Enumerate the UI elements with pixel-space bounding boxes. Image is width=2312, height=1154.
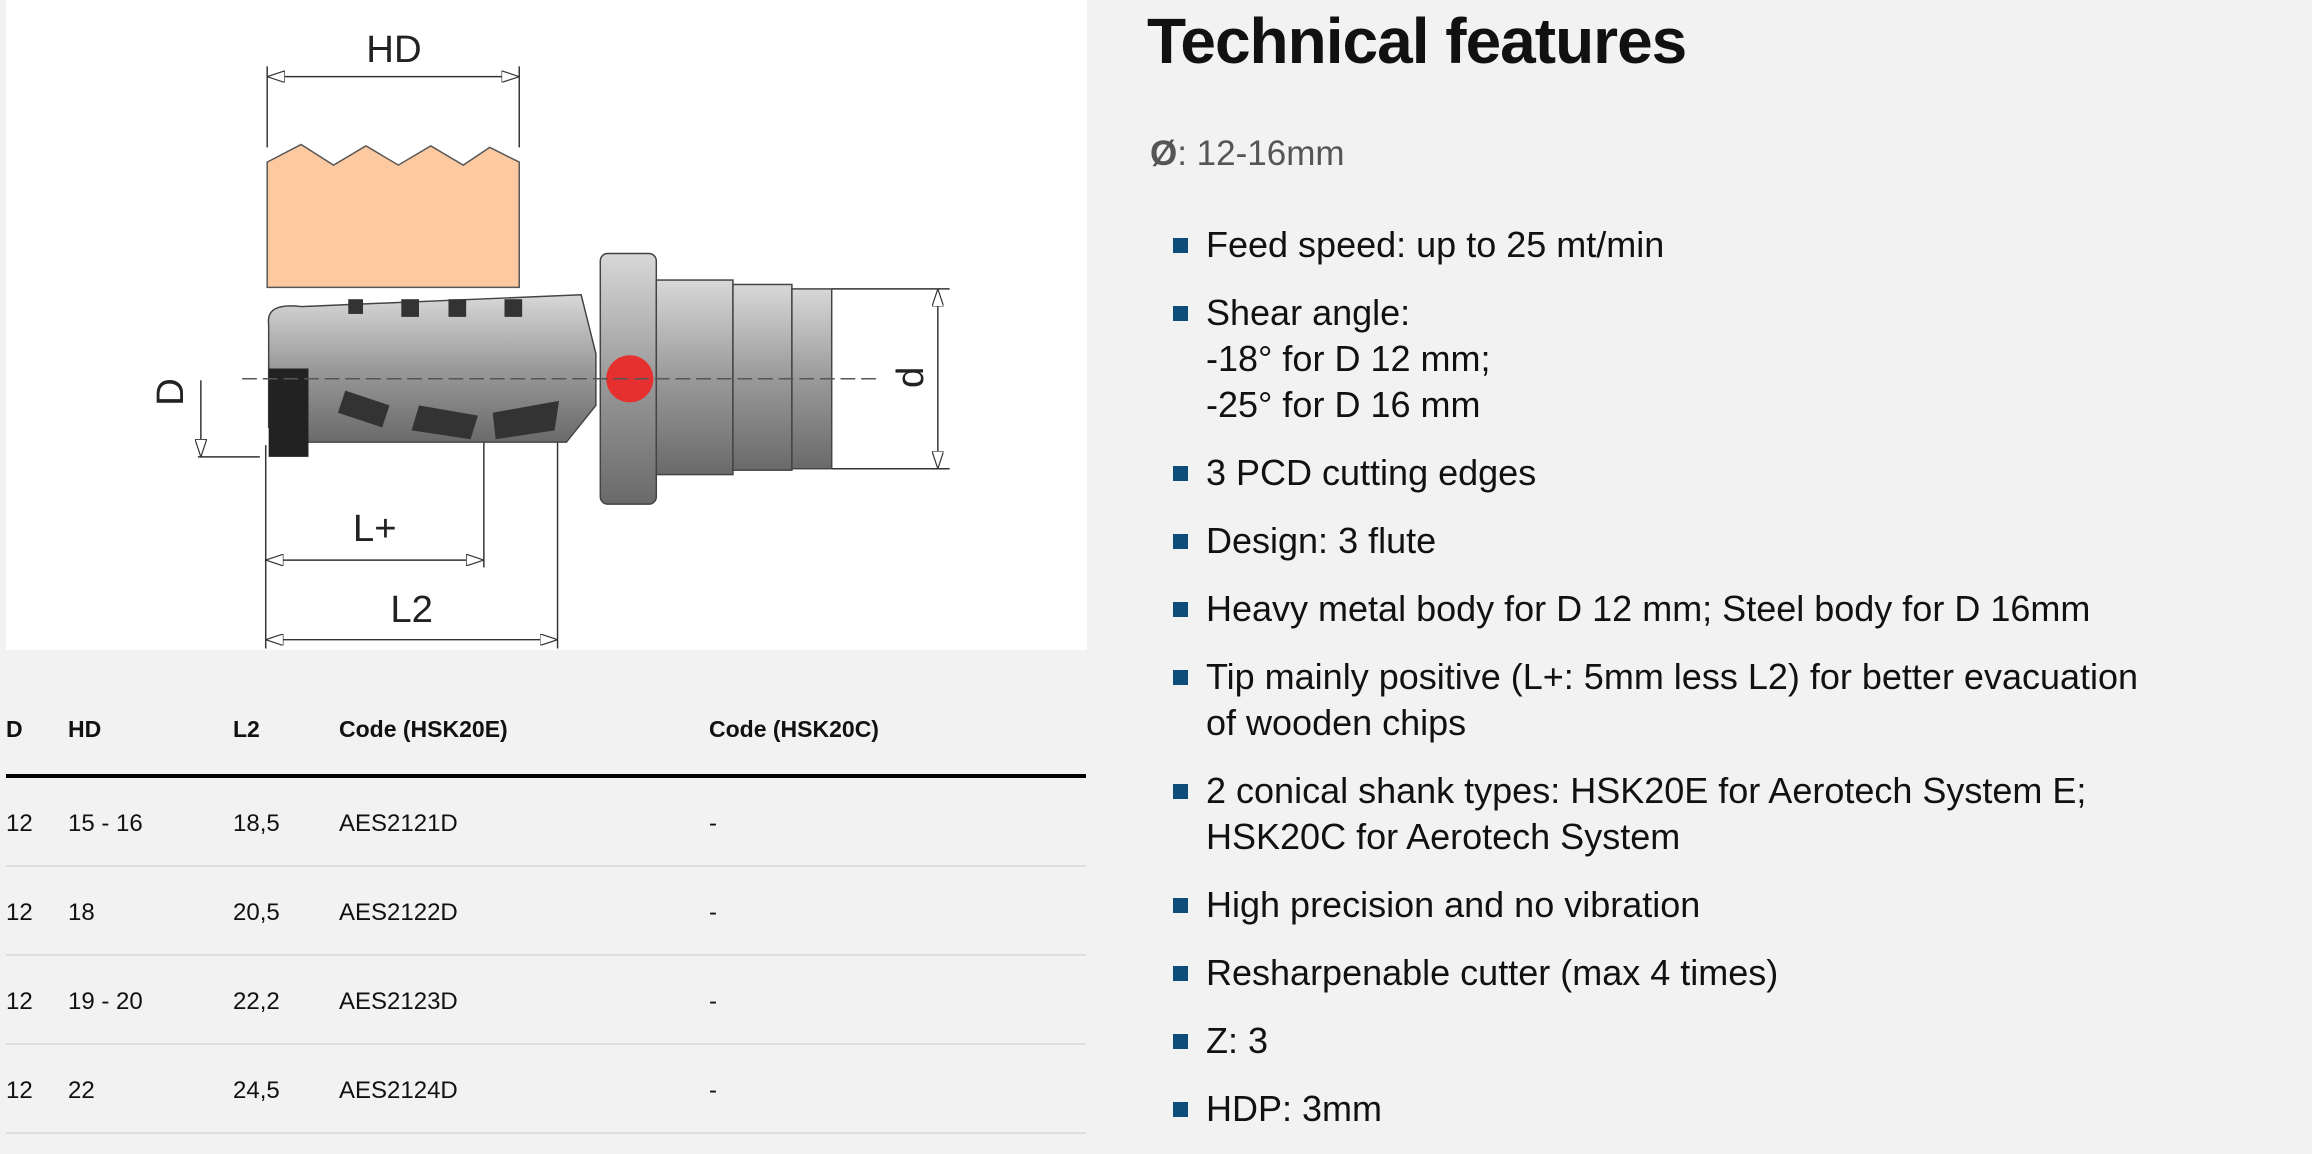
bullet-square-icon [1173,466,1188,481]
bullet-square-icon [1173,784,1188,799]
table-row: 12 19 - 20 22,2 AES2123D - [6,956,1086,1045]
cell-hd: 22 [68,1077,95,1104]
bullet-square-icon [1173,898,1188,913]
bullet-square-icon [1173,1034,1188,1049]
bullet-square-icon [1173,534,1188,549]
feature-text: Tip mainly positive (L+: 5mm less L2) fo… [1206,656,2139,743]
cell-l2: 20,5 [233,899,280,926]
feature-item: Tip mainly positive (L+: 5mm less L2) fo… [1170,654,2270,746]
table-row: 12 18 20,5 AES2122D - [6,867,1086,956]
label-l-plus: L+ [353,507,397,550]
cell-d: 12 [6,1077,33,1104]
feature-text: HDP: 3mm [1206,1088,1383,1129]
bullet-square-icon [1173,602,1188,617]
header-code-hsk20e: Code (HSK20E) [339,716,508,742]
feature-text: Feed speed: up to 25 mt/min [1206,224,1665,265]
table-row: 12 22 24,5 AES2124D - [6,1045,1086,1134]
feature-item: High precision and no vibration [1170,882,2270,928]
cell-d: 12 [6,988,33,1015]
diameter-symbol: Ø [1150,134,1178,173]
diameter-range: Ø: 12-16mm [1150,134,1345,174]
tool-schematic: HD L+ L2 D d [149,28,950,649]
table-row: 12 15 - 16 18,5 AES2121D - [6,778,1086,867]
cell-d: 12 [6,899,33,926]
cell-hd: 18 [68,899,95,926]
feature-item: HDP: 3mm [1170,1086,2270,1132]
feature-text: Design: 3 flute [1206,520,1437,561]
table-header: D HD L2 Code (HSK20E) Code (HSK20C) [6,690,1086,778]
feature-text: High precision and no vibration [1206,884,1701,925]
cutter-body [242,252,876,505]
header-code-hsk20c: Code (HSK20C) [709,716,879,742]
bullet-square-icon [1173,670,1188,685]
header-l2: L2 [233,716,260,742]
label-l2: L2 [390,588,433,631]
cell-code-e: AES2122D [339,899,458,926]
header-hd: HD [68,716,102,742]
feature-text: Shear angle: -18° for D 12 mm; -25° for … [1206,292,1491,425]
feature-item: 3 PCD cutting edges [1170,450,2270,496]
feature-item: 2 conical shank types: HSK20E for Aerote… [1170,768,2270,860]
product-table: D HD L2 Code (HSK20E) Code (HSK20C) 12 15… [6,690,1086,1134]
cell-l2: 22,2 [233,988,280,1015]
cell-code-e: AES2124D [339,1077,458,1104]
bullet-square-icon [1173,1102,1188,1117]
feature-item: Z: 3 [1170,1018,2270,1064]
cell-code-e: AES2121D [339,810,458,837]
bullet-square-icon [1173,238,1188,253]
bullet-square-icon [1173,966,1188,981]
label-hd: HD [366,28,421,71]
bullet-square-icon [1173,306,1188,321]
cell-l2: 18,5 [233,810,280,837]
cell-hd: 19 - 20 [68,988,143,1015]
cell-code-c: - [709,810,717,837]
cell-code-e: AES2123D [339,988,458,1015]
cell-hd: 15 - 16 [68,810,143,837]
red-dot-icon [606,355,654,403]
feature-item: Resharpenable cutter (max 4 times) [1170,950,2270,996]
page-title: Technical features [1147,5,1687,77]
feature-text: Resharpenable cutter (max 4 times) [1206,952,1779,993]
feature-text: 3 PCD cutting edges [1206,452,1537,493]
feature-text: Z: 3 [1206,1020,1269,1061]
cell-code-c: - [709,988,717,1015]
cell-l2: 24,5 [233,1077,280,1104]
feature-text: Heavy metal body for D 12 mm; Steel body… [1206,588,2091,629]
feature-text: 2 conical shank types: HSK20E for Aerote… [1206,770,2087,857]
tool-drawing: HD L+ L2 D d [6,0,1087,650]
feature-item: Design: 3 flute [1170,518,2270,564]
feature-item: Heavy metal body for D 12 mm; Steel body… [1170,586,2270,632]
feature-item: Shear angle: -18° for D 12 mm; -25° for … [1170,290,2270,428]
workpiece-profile [266,143,520,289]
feature-item: Feed speed: up to 25 mt/min [1170,222,2270,268]
cell-code-c: - [709,1077,717,1104]
feature-list: Feed speed: up to 25 mt/min Shear angle:… [1170,222,2270,1154]
cell-d: 12 [6,810,33,837]
label-d-lower: d [889,367,932,388]
cell-code-c: - [709,899,717,926]
diameter-value: : 12-16mm [1177,134,1345,173]
header-d: D [6,716,23,742]
label-d-upper: D [149,378,192,406]
